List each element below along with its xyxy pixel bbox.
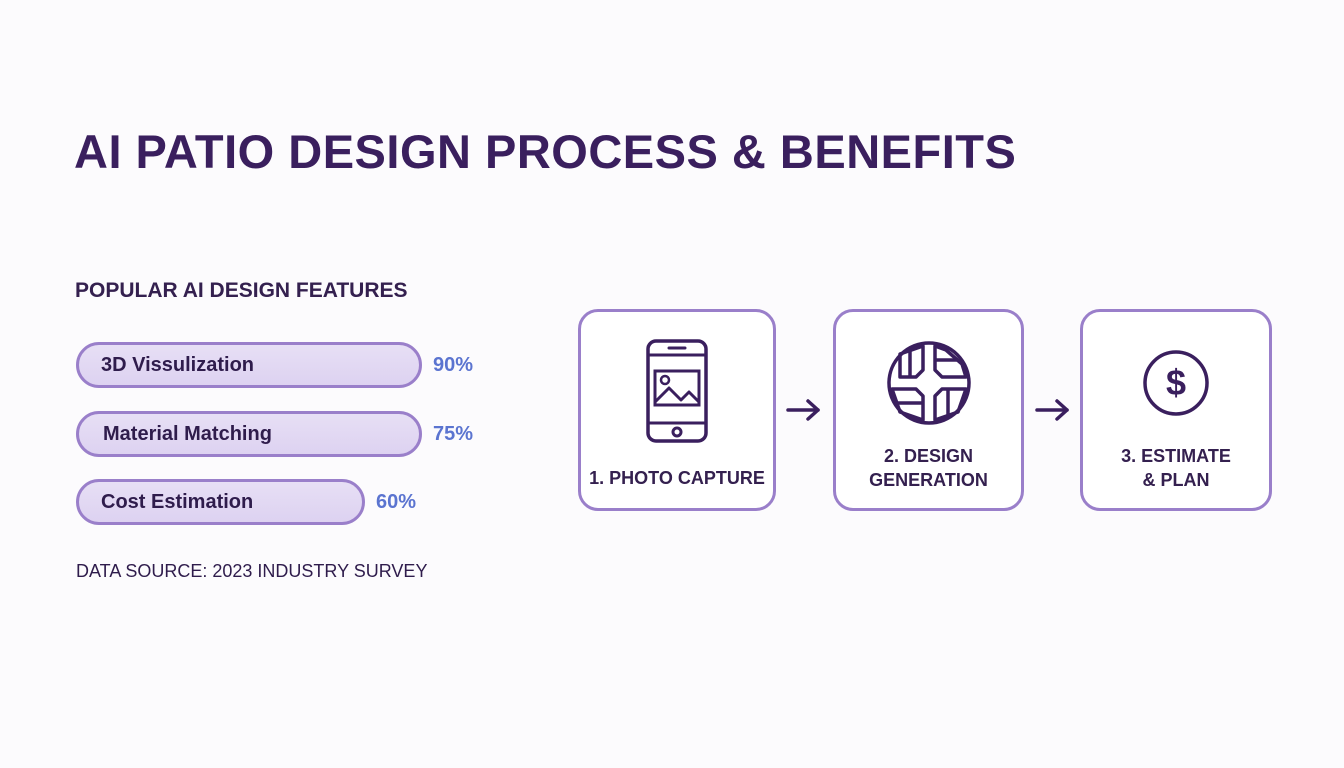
patio-layout-icon	[886, 341, 971, 425]
data-source-note: DATA SOURCE: 2023 INDUSTRY SURVEY	[76, 561, 428, 581]
feature-bar-cost-estimation: Cost Estimation	[76, 479, 365, 525]
page-title: AI PATIO DESIGN PROCESS & BENEFITS	[74, 125, 1017, 178]
svg-text:$: $	[1166, 362, 1186, 403]
dollar-coin-icon: $	[1143, 350, 1209, 416]
feature-label: Material Matching	[103, 422, 272, 445]
step-label: & PLAN	[1142, 470, 1210, 490]
feature-percent: 90%	[433, 354, 474, 376]
step-label: 2. DESIGN	[883, 446, 974, 466]
feature-bar-3d-visualization: 3D Vissulization	[76, 342, 422, 388]
arrow-right-icon	[786, 399, 820, 421]
smartphone-photo-icon	[646, 339, 708, 443]
features-heading: POPULAR AI DESIGN FEATURES	[75, 279, 408, 302]
step-label: 3. ESTIMATE	[1121, 446, 1231, 466]
feature-percent: 75%	[433, 423, 474, 445]
step-label: 1. PHOTO CAPTURE	[589, 468, 765, 488]
process-step-photo-capture: 1. PHOTO CAPTURE	[578, 309, 776, 511]
step-label: GENERATION	[869, 470, 988, 490]
feature-percent: 60%	[376, 491, 417, 513]
process-step-estimate-plan: $ 3. ESTIMATE & PLAN	[1080, 309, 1272, 511]
feature-bar-material-matching: Material Matching	[76, 411, 422, 457]
process-step-design-generation: 2. DESIGN GENERATION	[833, 309, 1024, 511]
arrow-right-icon	[1035, 399, 1069, 421]
feature-label: Cost Estimation	[101, 490, 254, 513]
feature-label: 3D Vissulization	[101, 353, 255, 376]
